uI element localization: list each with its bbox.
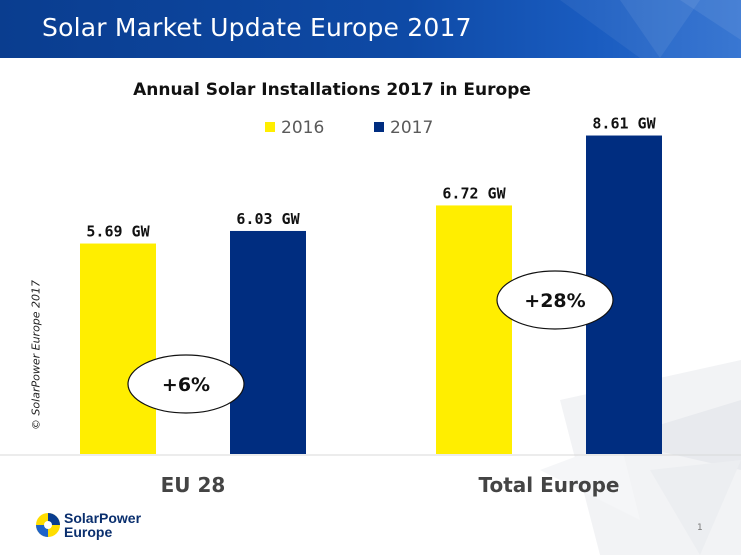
legend-item-2016: 2016 — [265, 118, 324, 138]
chart-title: Annual Solar Installations 2017 in Europ… — [133, 80, 531, 100]
data-label-0-1: 6.03 GW — [236, 210, 300, 228]
logo-line-1: SolarPower — [64, 510, 142, 526]
solarpower-europe-logo-icon — [36, 513, 60, 537]
page-number: 1 — [697, 523, 703, 533]
bar-0-0 — [80, 243, 156, 454]
data-label-1-0: 6.72 GW — [442, 184, 506, 202]
legend-label-2017: 2017 — [390, 118, 434, 138]
header-decoration — [560, 0, 741, 58]
legend-swatch-2017 — [374, 122, 384, 132]
bar-1-0 — [436, 205, 512, 454]
copyright-text: © SolarPower Europe 2017 — [29, 279, 43, 431]
logo-text: SolarPower Europe — [64, 511, 141, 539]
logo-line-2: Europe — [64, 524, 113, 540]
slide-header: Solar Market Update Europe 2017 — [0, 0, 741, 58]
category-label-0: EU 28 — [161, 473, 226, 497]
data-label-0-0: 5.69 GW — [86, 223, 150, 241]
slide-title: Solar Market Update Europe 2017 — [42, 13, 472, 42]
growth-label-1: +28% — [524, 290, 585, 312]
growth-ellipse-0 — [127, 354, 245, 414]
category-label-1: Total Europe — [479, 473, 620, 497]
bar-0-1 — [230, 230, 306, 454]
legend-swatch-2016 — [265, 122, 275, 132]
growth-ellipse-1 — [496, 270, 614, 330]
legend-item-2017: 2017 — [374, 118, 433, 138]
growth-label-0: +6% — [162, 374, 210, 396]
data-label-1-1: 8.61 GW — [592, 115, 656, 133]
legend-label-2016: 2016 — [281, 118, 325, 138]
